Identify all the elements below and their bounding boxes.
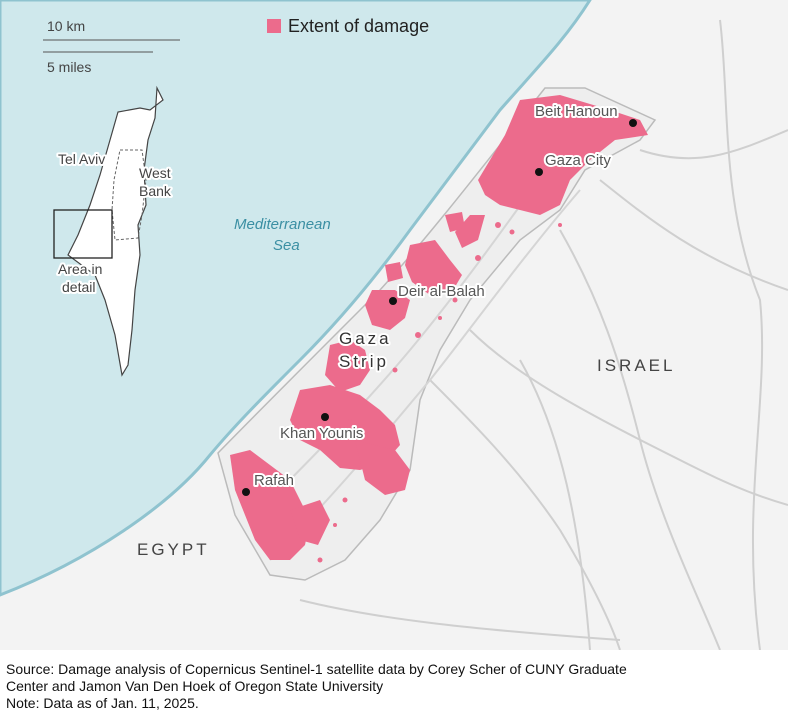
damage-specks bbox=[317, 222, 562, 563]
beit-hanoun-label: Beit Hanoun bbox=[535, 103, 618, 120]
rafah-label: Rafah bbox=[254, 472, 294, 489]
strip-label: Strip bbox=[339, 352, 389, 371]
legend-label: Extent of damage bbox=[288, 16, 429, 36]
sea-label-line1: Mediterranean bbox=[234, 216, 331, 233]
damage-map: Extent of damage 10 km 5 miles Tel Aviv … bbox=[0, 0, 788, 650]
note-line: Note: Data as of Jan. 11, 2025. bbox=[6, 695, 199, 711]
deir-al-balah-marker bbox=[389, 297, 397, 305]
beit-hanoun-marker bbox=[629, 119, 637, 127]
source-line-1: Source: Damage analysis of Copernicus Se… bbox=[6, 661, 627, 677]
strip-roads bbox=[249, 149, 581, 561]
sea-label-line2: Sea bbox=[273, 237, 300, 254]
scale-bar: 10 km 5 miles bbox=[43, 18, 180, 75]
inset-map: Tel Aviv West Bank Area in detail bbox=[53, 85, 174, 377]
mediterranean-sea bbox=[0, 0, 592, 597]
roads bbox=[299, 19, 788, 650]
inset-israel-shape bbox=[67, 85, 164, 377]
scale-km-label: 10 km bbox=[47, 18, 85, 34]
inset-area-label: Area in bbox=[58, 261, 102, 277]
inset-area-box bbox=[53, 209, 113, 259]
legend-swatch bbox=[267, 19, 281, 33]
israel-label: ISRAEL bbox=[597, 356, 675, 375]
inset-tel-aviv-label: Tel Aviv bbox=[58, 151, 105, 167]
gaza-city-marker bbox=[535, 168, 543, 176]
egypt-label: EGYPT bbox=[137, 540, 210, 559]
source-note: Source: Damage analysis of Copernicus Se… bbox=[6, 661, 782, 712]
deir-al-balah-label: Deir al-Balah bbox=[398, 283, 485, 300]
rafah-marker bbox=[242, 488, 250, 496]
scale-miles-label: 5 miles bbox=[47, 59, 91, 75]
source-line-2: Center and Jamon Van Den Hoek of Oregon … bbox=[6, 678, 384, 694]
inset-detail-label: detail bbox=[62, 279, 95, 295]
inset-west-label: West bbox=[139, 165, 171, 181]
damage-extent bbox=[230, 95, 648, 560]
inset-westbank-outline bbox=[111, 149, 147, 241]
gaza-label: Gaza bbox=[339, 329, 392, 348]
khan-younis-label: Khan Younis bbox=[280, 425, 363, 442]
khan-younis-marker bbox=[321, 413, 329, 421]
city-markers bbox=[242, 119, 637, 496]
inset-bank-label: Bank bbox=[139, 183, 172, 199]
gaza-city-label: Gaza City bbox=[545, 152, 611, 169]
